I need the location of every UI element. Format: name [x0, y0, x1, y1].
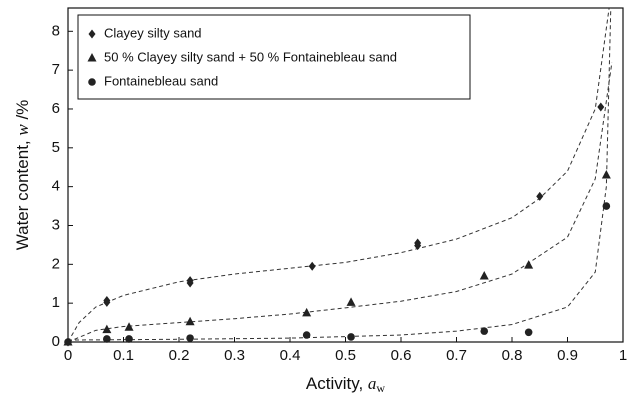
x-tick-label: 0.7 [446, 347, 467, 364]
x-tick-label: 0.1 [113, 347, 134, 364]
x-tick-label: 0.4 [280, 347, 301, 364]
point [536, 191, 544, 201]
point [479, 270, 489, 280]
point [414, 241, 422, 251]
point [103, 297, 111, 307]
legend-marker [87, 53, 97, 62]
point [347, 333, 355, 341]
x-tick-label: 1 [619, 347, 627, 364]
x-label-var: a [368, 374, 377, 393]
point [302, 331, 311, 339]
fit-curve [67, 62, 613, 343]
x-tick-label: 0.3 [224, 347, 245, 364]
x-label-text: Activity, [306, 374, 368, 393]
y-tick-label: 7 [52, 61, 60, 78]
y-axis-label: Water content, w /% [13, 100, 33, 251]
point [602, 202, 611, 210]
y-tick-label: 1 [52, 294, 60, 311]
point [125, 335, 133, 343]
x-tick-label: 0.8 [502, 347, 523, 364]
point [64, 338, 72, 346]
y-label-unit: /% [13, 100, 32, 125]
legend-marker [88, 29, 96, 39]
y-tick-label: 6 [52, 100, 60, 117]
y-label-var: w [13, 124, 32, 136]
x-tick-label: 0.9 [557, 347, 578, 364]
point [597, 102, 605, 112]
x-label-sub: w [376, 381, 385, 395]
x-axis-label: Activity, aw [306, 374, 386, 395]
y-tick-label: 3 [52, 216, 60, 233]
y-tick-label: 5 [52, 139, 60, 156]
y-tick-label: 2 [52, 255, 60, 272]
x-tick-label: 0 [64, 347, 72, 364]
point [102, 324, 112, 334]
point [524, 260, 534, 269]
y-tick-label: 0 [52, 333, 60, 350]
x-tick-label: 0.5 [335, 347, 356, 364]
x-tick-label: 0.6 [391, 347, 412, 364]
legend-label: Fontainebleau sand [104, 73, 218, 88]
point [124, 322, 134, 331]
point [524, 328, 533, 337]
fit-curve [67, 7, 610, 343]
point [186, 278, 194, 288]
point [601, 170, 611, 179]
y-tick-label: 8 [52, 22, 60, 39]
x-tick-label: 0.2 [169, 347, 190, 364]
point [346, 297, 356, 306]
legend-marker [88, 78, 96, 86]
point [186, 334, 194, 342]
legend-label: Clayey silty sand [104, 25, 202, 40]
y-tick-label: 4 [52, 178, 60, 195]
y-label-text: Water content, [13, 136, 32, 251]
point [185, 316, 195, 326]
point [308, 261, 316, 271]
legend-label: 50 % Clayey silty sand + 50 % Fontainebl… [104, 49, 397, 64]
legend-box [77, 14, 471, 100]
point [480, 327, 489, 335]
point [302, 307, 312, 317]
point [103, 335, 111, 343]
